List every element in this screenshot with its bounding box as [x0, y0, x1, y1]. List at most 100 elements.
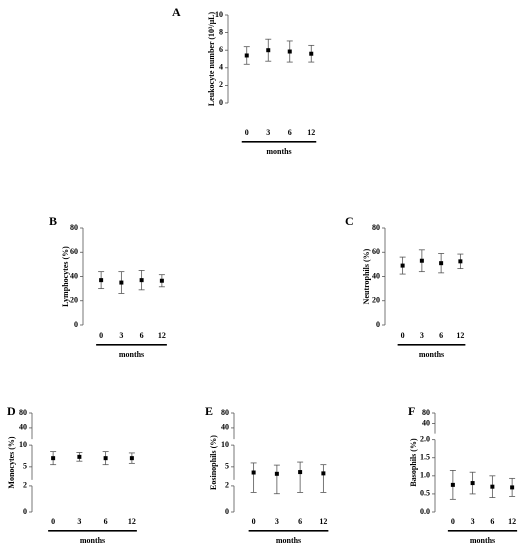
x-label-bar [48, 530, 137, 532]
x-axis-label: months [119, 350, 144, 359]
y-tick-label: 2 [225, 481, 229, 490]
x-tick-label: 6 [104, 517, 108, 526]
point [400, 263, 405, 268]
y-tick-label: 80 [221, 408, 229, 417]
error-bar [320, 464, 327, 493]
y-tick-label: 2 [23, 481, 27, 490]
x-tick-label: 6 [439, 331, 443, 340]
y-tick-label: 5 [225, 462, 229, 471]
error-bar [297, 461, 304, 493]
y-axis-label: Leukocyte number (10³/μL) [207, 11, 216, 106]
x-tick-label: 3 [471, 517, 475, 526]
point [470, 481, 475, 486]
x-tick-label: 3 [275, 517, 279, 526]
y-tick-label: 6 [219, 45, 223, 54]
y-axis-label: Monocytes (%) [7, 436, 16, 489]
y-tick-label: 80 [372, 223, 380, 232]
x-axis-label: months [470, 536, 495, 545]
x-axis-label: months [419, 350, 444, 359]
point [139, 278, 144, 283]
x-tick-label: 0 [245, 128, 249, 137]
panel-label: D [7, 404, 16, 418]
x-tick-label: 6 [490, 517, 494, 526]
y-tick-label: 80 [70, 223, 78, 232]
y-tick-label: 1.0 [420, 471, 430, 480]
point [321, 471, 326, 476]
error-bar [250, 462, 257, 493]
y-tick-label: 20 [70, 296, 78, 305]
y-tick-label: 2 [219, 80, 223, 89]
x-tick-label: 0 [451, 517, 455, 526]
x-tick-label: 6 [288, 128, 292, 137]
x-tick-label: 12 [158, 331, 166, 340]
x-tick-label: 0 [99, 331, 103, 340]
y-tick-label: 0 [74, 320, 78, 329]
y-tick-label: 0 [219, 98, 223, 107]
x-tick-label: 3 [420, 331, 424, 340]
point [51, 456, 56, 461]
y-tick-label: 0 [225, 507, 229, 516]
x-axis-label: months [266, 147, 291, 156]
point [159, 278, 164, 283]
point [309, 51, 314, 56]
point [77, 454, 82, 459]
point [287, 49, 292, 54]
panel-label: E [205, 404, 213, 418]
point [266, 48, 271, 53]
x-tick-label: 3 [119, 331, 123, 340]
point [458, 259, 463, 264]
y-tick-label: 10 [19, 440, 27, 449]
x-label-bar [241, 141, 317, 143]
point [450, 482, 455, 487]
point [298, 470, 303, 475]
panel-label: F [408, 404, 415, 418]
x-tick-label: 3 [266, 128, 270, 137]
y-tick-label: 0 [376, 320, 380, 329]
y-tick-label: 40 [422, 418, 430, 427]
x-tick-label: 6 [140, 331, 144, 340]
y-tick-label: 40 [70, 271, 78, 280]
panel-label: C [345, 214, 354, 228]
point [510, 485, 515, 490]
y-tick-label: 0.5 [420, 489, 430, 498]
panel-label: A [172, 5, 181, 19]
y-tick-label: 2.0 [420, 434, 430, 443]
point [274, 471, 279, 476]
point [439, 261, 444, 266]
point [419, 258, 424, 263]
point [103, 456, 108, 461]
x-tick-label: 0 [51, 517, 55, 526]
y-tick-label: 60 [372, 247, 380, 256]
x-label-bar [248, 530, 329, 532]
x-label-bar [447, 530, 518, 532]
x-tick-label: 3 [77, 517, 81, 526]
y-axis-label: Lymphocytes (%) [61, 246, 70, 307]
y-tick-label: 40 [19, 423, 27, 432]
x-tick-label: 0 [252, 517, 256, 526]
y-tick-label: 1.5 [420, 453, 430, 462]
error-bar [273, 464, 280, 495]
y-tick-label: 80 [422, 408, 430, 417]
y-tick-label: 60 [70, 247, 78, 256]
y-tick-label: 40 [221, 423, 229, 432]
x-tick-label: 12 [319, 517, 327, 526]
x-tick-label: 12 [128, 517, 136, 526]
x-label-bar [96, 344, 167, 346]
point [490, 484, 495, 489]
x-label-bar [397, 344, 466, 346]
x-tick-label: 0 [401, 331, 405, 340]
y-axis-label: Neutrophils (%) [362, 248, 371, 304]
y-tick-label: 4 [219, 63, 223, 72]
y-tick-label: 20 [372, 296, 380, 305]
point [99, 278, 104, 283]
point [251, 470, 256, 475]
point [244, 53, 249, 58]
x-tick-label: 12 [307, 128, 315, 137]
y-tick-label: 0.0 [420, 507, 430, 516]
x-axis-label: months [80, 536, 105, 545]
panel-label: B [49, 214, 57, 228]
y-axis-label: Basophils (%) [409, 438, 418, 487]
y-tick-label: 10 [221, 440, 229, 449]
y-tick-label: 10 [215, 10, 223, 19]
